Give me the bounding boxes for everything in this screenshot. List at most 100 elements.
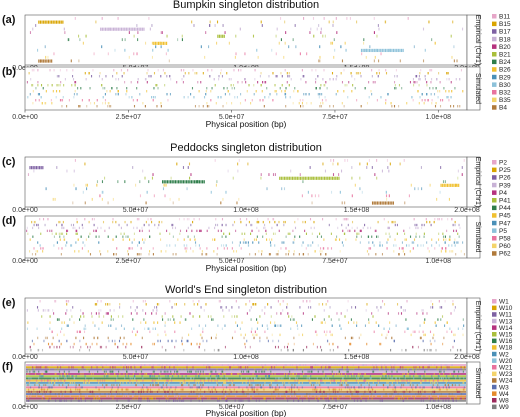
data-point bbox=[181, 336, 183, 340]
data-point bbox=[138, 381, 140, 384]
data-point bbox=[283, 393, 285, 396]
data-point bbox=[234, 399, 236, 402]
data-point bbox=[388, 375, 390, 378]
data-point bbox=[37, 223, 39, 227]
data-point bbox=[388, 327, 391, 330]
data-point bbox=[164, 72, 166, 75]
x-tick-label: 1.0e+08 bbox=[426, 258, 452, 265]
data-point bbox=[160, 102, 162, 105]
data-point bbox=[446, 366, 448, 369]
data-point bbox=[100, 399, 103, 402]
data-point bbox=[315, 69, 317, 72]
data-point bbox=[350, 368, 352, 371]
data-point bbox=[386, 197, 388, 201]
data-point bbox=[83, 364, 85, 367]
data-point bbox=[441, 247, 443, 250]
data-point bbox=[102, 87, 104, 90]
data-point bbox=[246, 386, 248, 389]
data-point bbox=[442, 379, 445, 382]
x-tick-label: 5.0e+07 bbox=[123, 207, 149, 214]
data-point bbox=[385, 102, 387, 105]
data-point bbox=[404, 390, 406, 393]
data-point bbox=[221, 364, 224, 367]
data-point bbox=[351, 194, 353, 198]
data-point bbox=[191, 229, 193, 233]
data-point bbox=[168, 366, 171, 369]
data-point bbox=[347, 321, 350, 324]
data-point bbox=[410, 333, 412, 337]
data-point bbox=[121, 388, 123, 391]
data-point bbox=[78, 59, 80, 63]
data-point bbox=[338, 372, 340, 375]
data-point bbox=[262, 99, 264, 102]
data-point bbox=[101, 364, 103, 367]
data-point bbox=[305, 247, 307, 250]
data-point bbox=[133, 226, 135, 230]
data-point bbox=[136, 87, 138, 90]
data-point bbox=[393, 366, 395, 369]
data-point bbox=[351, 75, 353, 78]
data-point bbox=[187, 368, 190, 371]
data-point bbox=[353, 375, 355, 378]
data-point bbox=[401, 384, 403, 387]
data-point bbox=[226, 72, 228, 75]
data-point bbox=[294, 384, 296, 387]
data-point bbox=[374, 229, 376, 233]
data-point bbox=[342, 218, 344, 221]
panel-letter: (d) bbox=[2, 215, 16, 227]
data-point bbox=[210, 99, 212, 102]
data-point bbox=[107, 303, 109, 306]
data-point bbox=[211, 388, 213, 391]
data-point bbox=[331, 72, 334, 75]
data-point bbox=[42, 388, 44, 391]
data-point bbox=[451, 218, 453, 221]
data-point bbox=[364, 48, 366, 53]
data-point bbox=[45, 55, 47, 59]
data-point bbox=[264, 397, 266, 400]
data-point bbox=[327, 247, 329, 250]
data-point bbox=[55, 232, 57, 235]
legend-swatch bbox=[492, 44, 497, 49]
data-point bbox=[453, 45, 455, 49]
data-point bbox=[222, 384, 224, 387]
data-point bbox=[69, 388, 72, 391]
data-point bbox=[462, 381, 464, 384]
data-point bbox=[447, 96, 449, 99]
data-point bbox=[94, 324, 96, 327]
data-point bbox=[262, 368, 264, 371]
data-point bbox=[187, 339, 189, 343]
data-point bbox=[105, 303, 107, 306]
data-point bbox=[73, 183, 75, 187]
data-point bbox=[271, 226, 273, 230]
data-point bbox=[391, 395, 394, 398]
data-point bbox=[40, 232, 42, 235]
data-point bbox=[267, 339, 269, 343]
data-point bbox=[196, 388, 198, 391]
plot-area bbox=[24, 156, 468, 208]
data-point bbox=[209, 377, 212, 380]
data-point bbox=[244, 342, 246, 346]
data-point bbox=[98, 381, 100, 384]
data-point bbox=[335, 218, 337, 221]
legend-label: B35 bbox=[499, 97, 511, 104]
data-point bbox=[386, 201, 388, 205]
data-point bbox=[118, 384, 121, 387]
data-point bbox=[51, 342, 53, 346]
data-point bbox=[104, 93, 106, 96]
data-point bbox=[185, 377, 187, 380]
data-point bbox=[285, 176, 287, 180]
data-point bbox=[243, 390, 245, 393]
data-point bbox=[30, 368, 32, 371]
data-point bbox=[363, 38, 365, 42]
data-point bbox=[68, 99, 70, 102]
data-point bbox=[186, 366, 188, 369]
data-point bbox=[50, 99, 52, 102]
data-point bbox=[462, 327, 464, 330]
legend-swatch bbox=[492, 198, 497, 203]
data-point bbox=[359, 395, 361, 398]
data-point bbox=[182, 166, 185, 169]
data-point bbox=[146, 190, 148, 194]
data-point bbox=[182, 81, 184, 84]
data-point bbox=[63, 226, 65, 230]
legend-swatch bbox=[492, 14, 497, 19]
